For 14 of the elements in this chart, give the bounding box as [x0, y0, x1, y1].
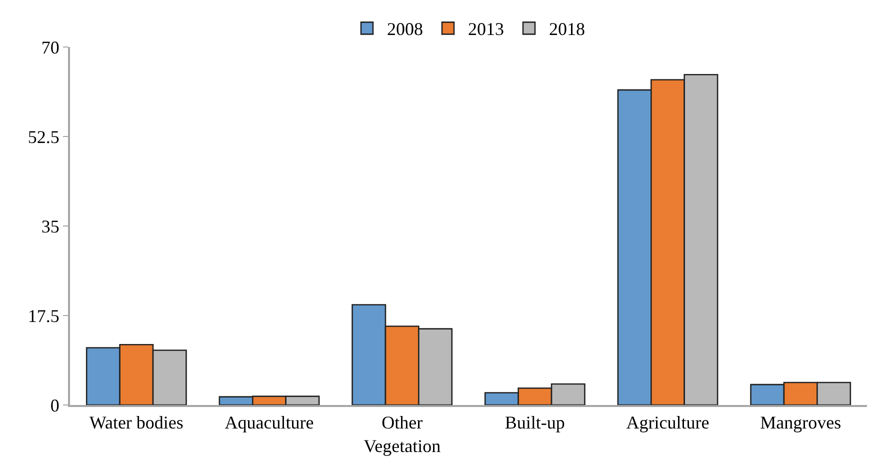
y-tick-label: 35	[41, 216, 60, 236]
legend-label: 2008	[387, 19, 423, 40]
x-tick-label: Other Vegetation	[364, 412, 441, 456]
x-tick-label: Built-up	[504, 412, 565, 433]
y-tick-label: 70	[41, 37, 60, 58]
y-tick-label: 17.5	[28, 306, 60, 326]
legend-label: 2013	[468, 19, 504, 40]
legend-label: 2018	[549, 19, 585, 40]
x-tick-label: Water bodies	[89, 412, 184, 433]
y-tick-label: 52.5	[28, 126, 60, 147]
x-tick-label: Mangroves	[760, 412, 842, 433]
y-tick-label: 0	[50, 395, 60, 416]
x-tick-label: Agriculture	[626, 412, 710, 433]
x-tick-label: Aquaculture	[224, 412, 314, 433]
